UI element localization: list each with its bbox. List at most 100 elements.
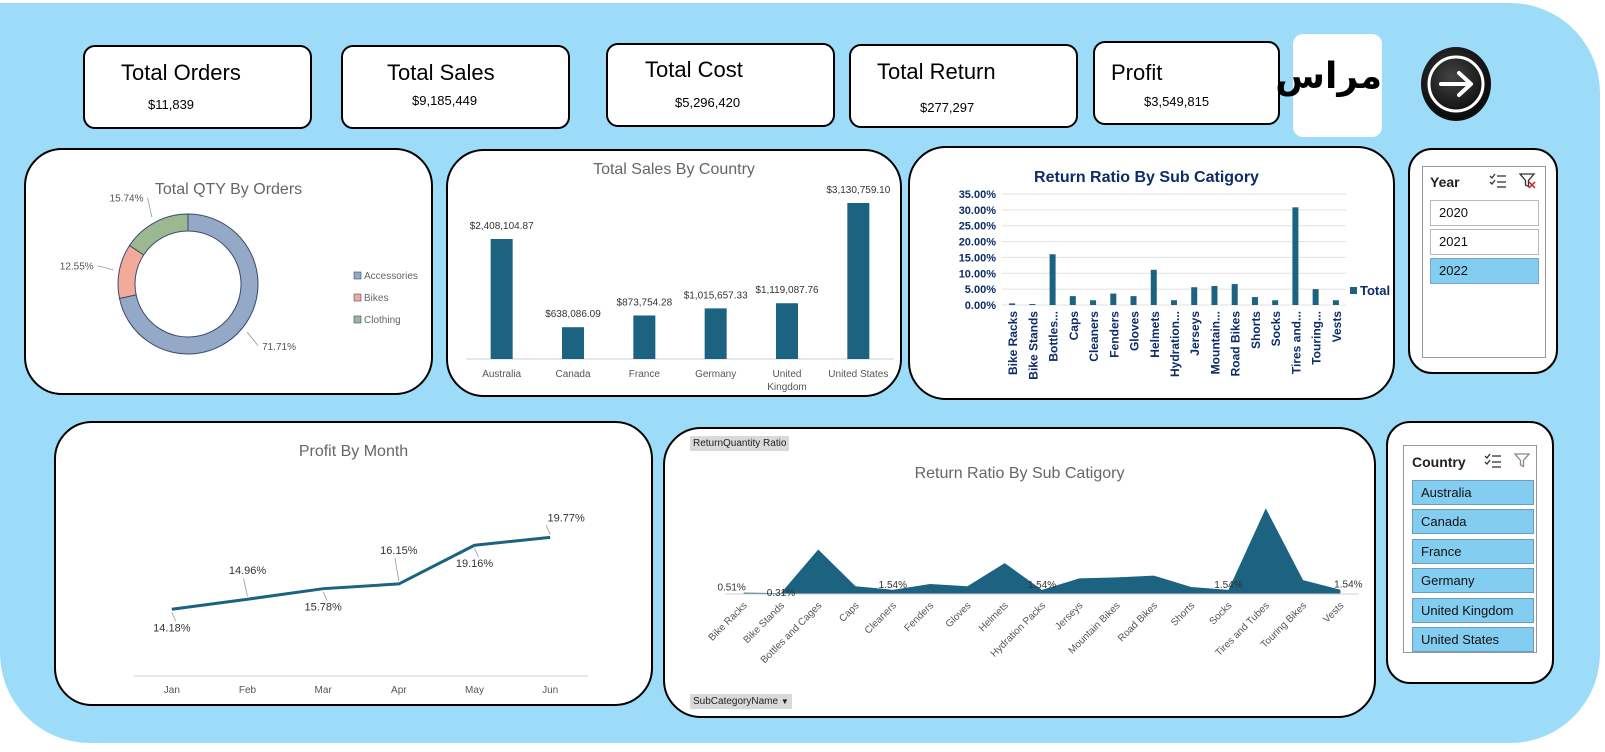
chart-title: Return Ratio By Sub Catigory [914,465,1125,482]
field-button-value[interactable]: ReturnQuantity Ratio [690,436,790,451]
data-label-leader [394,557,400,581]
kpi-title: Total Return [877,59,996,84]
bar-germany [704,308,727,359]
x-tick-label: United States [828,369,888,380]
return-bar [1332,300,1339,305]
x-tick-label: France [629,369,661,380]
x-tick-label: Bike Stands [1026,311,1040,380]
multi-select-icon[interactable] [1489,173,1507,189]
y-tick-label: 35.00% [959,189,997,201]
x-tick-label: Mountain... [1208,311,1222,374]
x-tick-label: Tires and... [1289,311,1303,374]
slicer-item-france[interactable]: France [1412,539,1534,564]
kpi-title: Total Cost [645,57,743,82]
chart-title: Total QTY By Orders [154,181,303,198]
multi-select-icon[interactable] [1484,453,1502,469]
slicer-item-canada[interactable]: Canada [1412,509,1534,534]
chart-title: Total Sales By Country [593,161,755,178]
x-tick-label: Shorts [1249,311,1263,349]
bar-data-label: $1,015,657.33 [684,290,748,301]
kpi-profit: Profit $3,549,815 [1093,41,1280,125]
donut-slice-accessories [118,213,259,355]
slicer-title: Year [1430,174,1460,190]
x-tick-label: Canada [555,369,590,380]
x-tick-label: Helmets [1148,311,1162,358]
return-area [743,508,1341,594]
x-tick-label: Touring... [1310,311,1324,365]
kpi-total-orders: Total Orders $11,839 [83,45,312,129]
slicer-item-united-states[interactable]: United States [1412,627,1534,652]
y-tick-label: 0.00% [965,300,996,312]
x-tick-label: Hydration... [1168,311,1182,377]
return-bar [1191,287,1198,305]
donut-data-label: 71.71% [262,342,296,353]
x-tick-label: Caps [837,600,861,624]
y-tick-label: 20.00% [959,237,997,249]
line-data-label: 19.16% [456,558,494,570]
return-bar [1231,284,1238,305]
area-data-label: 1.54% [1028,580,1056,591]
x-tick-label: Jan [164,685,180,696]
legend-swatch [353,315,362,324]
sales-by-country-panel: Total Sales By Country $2,408,104.87 Aust… [446,149,902,397]
donut-data-label: 12.55% [60,262,94,273]
return-bar [1150,269,1157,305]
x-tick-label: Road Bikes [1116,600,1160,644]
kpi-value: $5,296,420 [675,95,741,110]
profit-line-chart: 14.18% Jan 14.96% Feb 15.78% Mar 16.15% Apr 19.1… [134,512,588,696]
legend-swatch [353,293,362,302]
return-ratio-bar-chart: 0.00% 5.00% 10.00% 15.00% 20.00% 25.00% 30.00%… [959,189,1390,380]
x-tick-label: Cleaners [863,600,899,636]
return-bar [1312,289,1319,305]
return-bar [1272,300,1279,305]
x-tick-label: Bike Racks [1006,311,1020,375]
x-tick-label: Jerseys [1188,311,1202,356]
bar-data-label: $873,754.28 [617,297,673,308]
donut-slice-clothing [128,213,189,256]
y-tick-label: 5.00% [965,284,996,296]
slicer-item-2021[interactable]: 2021 [1430,229,1539,255]
qty-donut-chart: 71.71% 12.55% 15.74% Accessories Bikes Clothi… [60,194,418,355]
profit-line [171,535,551,611]
return-bar [1251,297,1258,305]
slicer-item-united-kingdom[interactable]: United Kingdom [1412,598,1534,623]
clear-filter-icon[interactable] [1519,173,1537,189]
donut-data-label: 15.74% [110,194,144,205]
kpi-total-sales: Total Sales $9,185,449 [341,45,570,129]
slicer-item-australia[interactable]: Australia [1412,480,1534,505]
kpi-value: $277,297 [920,100,975,115]
logo-text: مراس [1275,56,1382,97]
x-tick-label: United [773,369,802,380]
area-data-label: 1.54% [879,580,907,591]
x-tick-label: Road Bikes [1229,311,1243,377]
donut-leader-line [246,331,259,347]
data-label-leader [243,578,248,597]
slicer-item-2022[interactable]: 2022 [1430,258,1539,284]
bar-data-label: $3,130,759.10 [826,185,890,196]
kpi-total-cost: Total Cost $5,296,420 [606,43,835,127]
return-bar [1171,300,1177,305]
kpi-total-return: Total Return $277,297 [849,44,1078,128]
line-data-label: 16.15% [380,545,418,557]
slicer-item-germany[interactable]: Germany [1412,568,1534,593]
clear-filter-icon[interactable] [1514,453,1532,469]
bar-data-label: $1,119,087.76 [755,285,819,296]
bar-canada [562,327,584,359]
field-button-axis[interactable]: SubCategoryName ▼ [690,694,792,709]
return-bar [1211,285,1218,305]
x-tick-label: Jerseys [1053,600,1085,632]
chart-title: Profit By Month [298,443,409,460]
x-tick-label: Cleaners [1087,311,1101,362]
kpi-title: Profit [1111,60,1163,85]
return-ratio-area-chart: 0.51%0.31%1.54% 1.54% 1.54% 1.54%Bike Racks… [707,508,1363,666]
legend-swatch [353,271,362,280]
area-data-label: 0.31% [767,588,795,599]
next-page-button[interactable] [1421,47,1491,121]
y-tick-label: 25.00% [959,221,997,233]
area-data-label: 1.54% [1334,580,1362,591]
slicer-item-2020[interactable]: 2020 [1430,200,1539,226]
x-tick-label: Vests [1330,311,1344,343]
slicer-title: Country [1412,454,1466,470]
x-tick-label: Socks [1208,600,1235,627]
bar-united-kingdom [776,303,798,359]
